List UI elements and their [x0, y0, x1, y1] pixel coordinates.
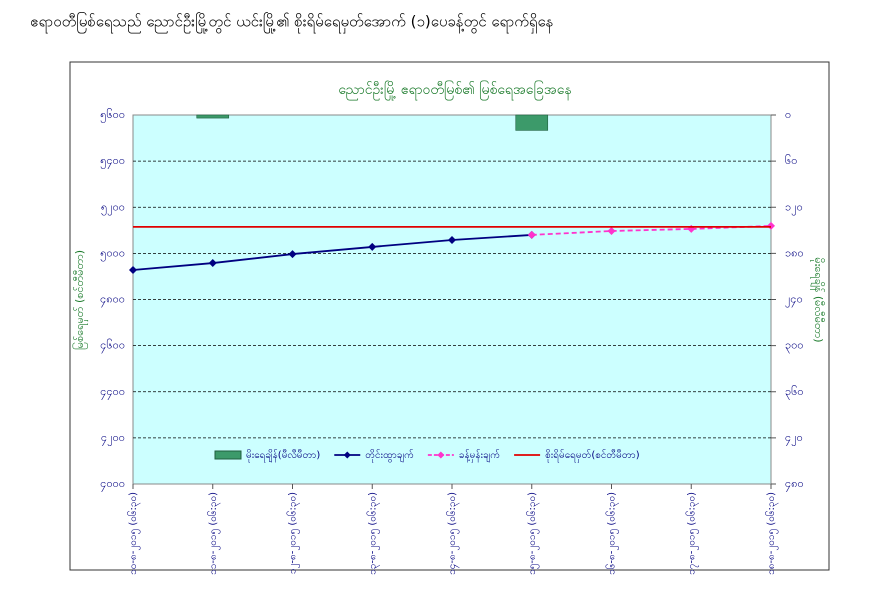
x-tick-label: ၁၁-၈-၂၀၁၅ (၀၆:၃၀)	[206, 492, 221, 575]
x-tick-label: ၁၄-၈-၂၀၁၅ (၀၆:၃၀)	[445, 492, 460, 575]
y2-tick-label: ၁၂၀	[785, 200, 803, 215]
x-tick-label: ၁၇-၈-၂၀၁၅ (၀၆:၃၀)	[684, 492, 699, 575]
y-tick-label: ၅၆၀၀	[100, 108, 125, 123]
x-tick-label: ၁၃-၈-၂၀၁၅ (၀၆:၃၀)	[365, 492, 380, 575]
legend-swatch	[214, 450, 242, 460]
data-point	[448, 235, 456, 244]
y2-tick-label: ၃၀၀	[785, 339, 804, 354]
y-tick-label: ၄၄၀၀	[100, 385, 125, 400]
y2-tick-label: ၆၀	[785, 154, 797, 167]
y-tick-label: ၅၄၀၀	[100, 154, 125, 169]
y2-tick-label: ၄၂၀	[785, 431, 803, 446]
page-title: ဧရာဝတီမြစ်ရေသည် ညောင်ဦးမြို့တွင် ယင်းမြိ…	[30, 12, 553, 34]
y-tick-label: ၄၂၀၀	[101, 431, 125, 446]
y-tick-label: ၄၈၀၀	[100, 293, 125, 308]
x-tick-label: ၁၂-၈-၂၀၁၅ (၀၆:၃၀)	[286, 492, 301, 574]
legend-label: ခန့်မှန်းချက်	[459, 448, 500, 463]
chart-title: ညောင်ဦးမြို့ ဧရာဝတီမြစ်၏ မြစ်ရေအခြေအနေ	[338, 81, 571, 100]
y2-tick-label: ၃၆၀	[785, 385, 804, 400]
x-tick-label: ၁၆-၈-၂၀၁၅ (၀၆:၃၀)	[605, 492, 620, 575]
bar	[515, 114, 549, 131]
y-tick-label: ၅၀၀၀	[100, 246, 125, 261]
data-point	[208, 259, 217, 268]
y2-tick-label: ၄၈၀	[785, 477, 804, 492]
legend-marker	[343, 451, 351, 459]
data-point	[527, 230, 536, 239]
legend-label: မိုးရေချိန်(မီလီမီတာ)	[246, 448, 320, 463]
data-point	[607, 227, 616, 236]
bar	[196, 114, 230, 119]
data-point	[288, 250, 297, 259]
y2-tick-label: ၀	[785, 108, 791, 121]
legend-marker	[437, 451, 445, 459]
data-point	[767, 221, 775, 230]
y2-axis-label: မိုးရေချိန် (မီလီမီတာ)	[810, 257, 825, 342]
legend-label: တိုင်းထွာချက်	[365, 448, 414, 463]
y2-tick-label: ၁၈၀	[785, 246, 804, 259]
x-tick-label: ၁၅-၈-၂၀၁၅ (၀၆:၃၀)	[525, 492, 540, 575]
data-point	[129, 265, 137, 274]
data-line	[132, 234, 532, 271]
y2-tick-label: ၂၄၀	[785, 293, 803, 308]
y-axis-label: မြစ်ရေမှတ် (စင်တီမီတာ)	[72, 250, 88, 350]
x-tick-label: ၁၈-၈-၂၀၁၅ (၀၆:၃၀)	[764, 492, 779, 575]
y-tick-label: ၄၆၀၀	[100, 339, 125, 354]
x-tick-label: ၁၀-၈-၂၀၁၅ (၀၆:၃၀)	[126, 492, 141, 575]
data-point	[368, 242, 377, 251]
legend-label: စိုးရိမ်ရေမှတ်(စင်တီမီတာ)	[545, 448, 640, 463]
y-tick-label: ၅၂၀၀	[101, 200, 125, 215]
y-tick-label: ၄၀၀၀	[100, 477, 125, 492]
